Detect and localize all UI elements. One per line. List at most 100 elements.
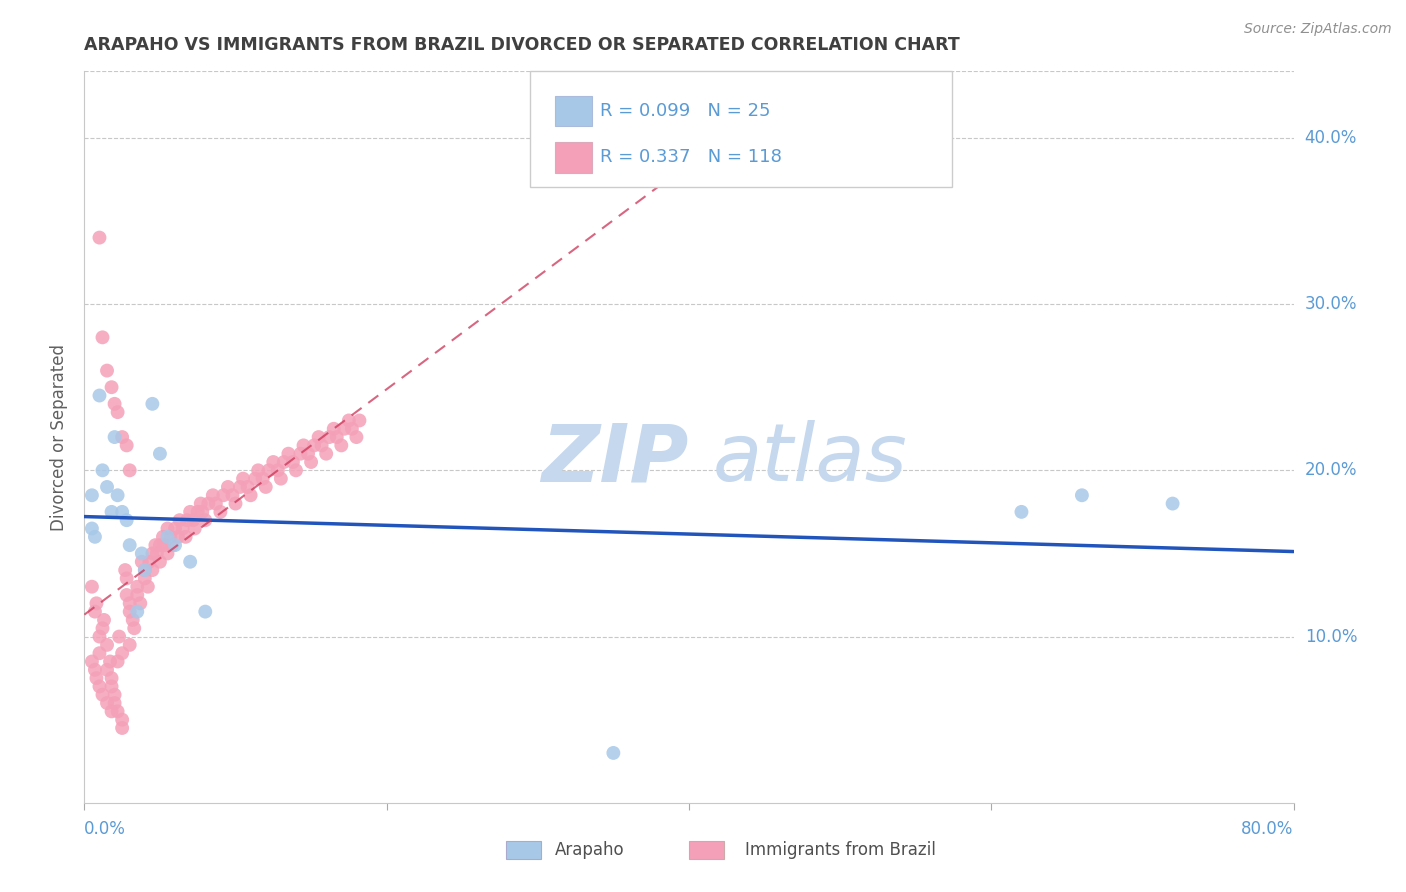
Text: Arapaho: Arapaho — [555, 841, 626, 859]
Point — [107, 655, 129, 669]
Point — [100, 705, 122, 719]
Point — [96, 638, 118, 652]
Point — [100, 380, 122, 394]
Point — [181, 513, 204, 527]
Point — [270, 472, 292, 486]
Point — [98, 655, 121, 669]
Point — [86, 596, 108, 610]
Point — [273, 455, 295, 469]
Point — [232, 472, 254, 486]
Point — [156, 521, 179, 535]
Point — [322, 422, 344, 436]
Point — [156, 546, 179, 560]
Point — [104, 397, 127, 411]
Point — [104, 430, 127, 444]
Point — [146, 546, 169, 560]
Point — [337, 413, 360, 427]
Point — [91, 621, 114, 635]
Point — [107, 705, 129, 719]
Point — [160, 538, 183, 552]
Text: 10.0%: 10.0% — [1305, 628, 1357, 646]
Point — [239, 488, 262, 502]
Point — [84, 605, 107, 619]
Point — [84, 530, 107, 544]
Text: R = 0.099   N = 25: R = 0.099 N = 25 — [600, 103, 770, 120]
Point — [340, 422, 363, 436]
Point — [221, 488, 243, 502]
Point — [80, 655, 103, 669]
Point — [111, 721, 134, 735]
Point — [118, 596, 141, 610]
Point — [96, 696, 118, 710]
Point — [149, 538, 172, 552]
Text: 30.0%: 30.0% — [1305, 295, 1357, 313]
Text: 0.0%: 0.0% — [84, 820, 127, 838]
Point — [254, 480, 277, 494]
Point — [247, 463, 270, 477]
Text: atlas: atlas — [713, 420, 908, 498]
Text: Source: ZipAtlas.com: Source: ZipAtlas.com — [1244, 22, 1392, 37]
Point — [107, 405, 129, 419]
Point — [179, 555, 201, 569]
Point — [91, 330, 114, 344]
Y-axis label: Divorced or Separated: Divorced or Separated — [51, 343, 69, 531]
Point — [138, 555, 160, 569]
Point — [80, 521, 103, 535]
Point — [89, 630, 111, 644]
Point — [111, 430, 134, 444]
Point — [174, 530, 197, 544]
Point — [311, 438, 333, 452]
Point — [183, 521, 205, 535]
Point — [111, 713, 134, 727]
Point — [118, 605, 141, 619]
Point — [96, 363, 118, 377]
Point — [205, 497, 228, 511]
Point — [152, 530, 174, 544]
Point — [190, 497, 212, 511]
Point — [156, 530, 179, 544]
Point — [176, 513, 198, 527]
Point — [96, 663, 118, 677]
Point — [602, 746, 624, 760]
Point — [281, 455, 304, 469]
Point — [326, 430, 349, 444]
Point — [318, 430, 340, 444]
Point — [302, 438, 325, 452]
Point — [257, 463, 280, 477]
Point — [243, 472, 266, 486]
Point — [86, 671, 108, 685]
Point — [80, 580, 103, 594]
Point — [89, 388, 111, 402]
Point — [122, 621, 145, 635]
Point — [262, 455, 284, 469]
Point — [159, 530, 181, 544]
Point — [121, 613, 143, 627]
Point — [194, 513, 217, 527]
Point — [89, 680, 111, 694]
Point — [284, 463, 308, 477]
Text: 20.0%: 20.0% — [1305, 461, 1357, 479]
Point — [111, 505, 134, 519]
Point — [252, 472, 274, 486]
Point — [115, 588, 138, 602]
Point — [129, 596, 152, 610]
Point — [267, 463, 290, 477]
Point — [1161, 497, 1184, 511]
Text: Immigrants from Brazil: Immigrants from Brazil — [745, 841, 936, 859]
Point — [172, 521, 194, 535]
Point — [299, 455, 322, 469]
Point — [107, 488, 129, 502]
Point — [127, 588, 149, 602]
Point — [136, 580, 159, 594]
Point — [141, 397, 163, 411]
Point — [89, 646, 111, 660]
Point — [153, 538, 176, 552]
Point — [115, 513, 138, 527]
Point — [163, 538, 186, 552]
Point — [91, 688, 114, 702]
Text: ZIP: ZIP — [541, 420, 689, 498]
Point — [115, 571, 138, 585]
Point — [315, 447, 337, 461]
Point — [108, 630, 131, 644]
Point — [297, 447, 319, 461]
